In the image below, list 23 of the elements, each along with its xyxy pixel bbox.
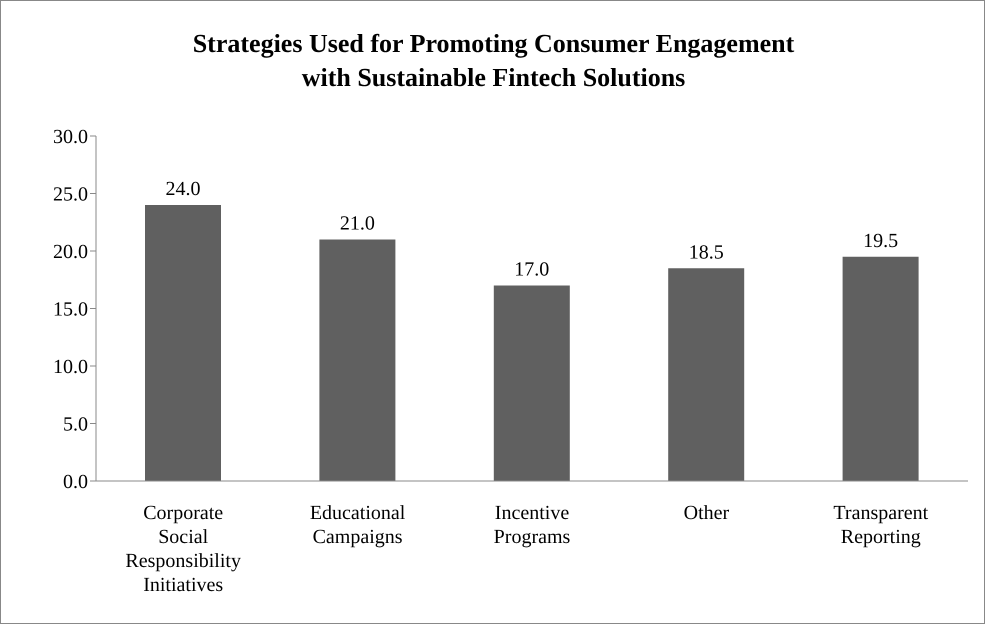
- bar: [668, 268, 744, 481]
- x-tick-label: Other: [684, 502, 730, 524]
- data-label: 24.0: [166, 178, 200, 200]
- x-tick-label: Corporate Social Responsibility Initiatives: [125, 502, 241, 596]
- y-tick-label: 5.0: [63, 414, 88, 436]
- chart-title: Strategies Used for Promoting Consumer Engagement with Sustainable Fintech Solutions: [192, 28, 796, 94]
- y-tick-label: 20.0: [53, 241, 88, 264]
- data-label: 18.5: [688, 241, 724, 264]
- bar: [319, 240, 396, 481]
- y-tick-label: 15.0: [53, 298, 88, 321]
- y-tick-label: 0.0: [63, 471, 88, 494]
- bar: [494, 286, 570, 481]
- x-tick-label: Educational Campaigns: [310, 502, 406, 548]
- data-label: 21.0: [340, 212, 375, 234]
- bar: [842, 256, 919, 481]
- y-tick-label: 30.0: [53, 126, 88, 148]
- y-tick-label: 10.0: [53, 356, 88, 378]
- bar: [145, 205, 221, 481]
- y-tick-label: 25.0: [53, 184, 88, 206]
- data-label: 17.0: [514, 258, 550, 280]
- x-tick-label: Incentive Programs: [494, 502, 571, 548]
- x-tick-label: Transparent Reporting: [833, 502, 929, 548]
- data-label: 19.5: [863, 230, 898, 252]
